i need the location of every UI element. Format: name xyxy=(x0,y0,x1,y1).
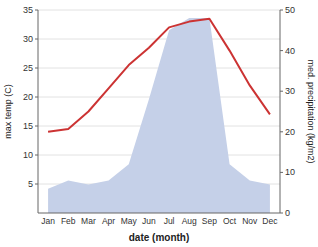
y-axis-title: max temp (C) xyxy=(3,84,13,139)
line xyxy=(48,19,270,132)
y2-tick-label: 50 xyxy=(285,5,295,15)
y-tick xyxy=(35,155,38,156)
x-tick-label: Jun xyxy=(142,216,156,226)
y-tick-label: 25 xyxy=(23,63,33,73)
y2-tick-label: 30 xyxy=(285,86,295,96)
y-tick-label: 30 xyxy=(23,34,33,44)
y-tick-label: 5 xyxy=(28,179,33,189)
x-tick-label: Jul xyxy=(164,216,175,226)
y2-tick xyxy=(280,213,283,214)
y-tick-label: 35 xyxy=(23,5,33,15)
x-tick-label: Apr xyxy=(102,216,115,226)
y-tick xyxy=(35,97,38,98)
y2-tick xyxy=(280,10,283,11)
x-tick-label: Sep xyxy=(202,216,217,226)
y2-tick xyxy=(280,172,283,173)
x-axis-line xyxy=(38,213,280,214)
y-tick xyxy=(35,68,38,69)
y2-axis-title: med. precipitation (kg/m2) xyxy=(306,59,316,163)
y2-tick-label: 10 xyxy=(285,167,295,177)
x-axis-title: date (month) xyxy=(129,232,190,243)
axes: 5 10 15 20 25 30 35 0 10 20 30 40 50 Jan Feb Mar Apr May J… xyxy=(23,5,295,226)
area xyxy=(48,18,270,213)
y-tick xyxy=(35,126,38,127)
y-tick xyxy=(35,39,38,40)
y-tick-label: 10 xyxy=(23,150,33,160)
x-tick-label: Feb xyxy=(61,216,76,226)
y2-tick xyxy=(280,91,283,92)
x-tick-label: May xyxy=(121,216,138,226)
x-tick-label: Nov xyxy=(242,216,258,226)
y-tick xyxy=(35,184,38,185)
y2-tick-label: 40 xyxy=(285,46,295,56)
x-tick-label: Jan xyxy=(41,216,55,226)
y2-tick xyxy=(280,50,283,51)
y2-axis-line xyxy=(280,10,281,213)
plot-data xyxy=(48,18,270,213)
y-tick xyxy=(35,10,38,11)
y-tick-label: 20 xyxy=(23,92,33,102)
grid-line xyxy=(38,10,280,11)
y2-tick xyxy=(280,131,283,132)
chart-container: 5 10 15 20 25 30 35 0 10 20 30 40 50 Jan Feb Mar Apr May J… xyxy=(0,0,318,247)
y-axis-line xyxy=(38,10,39,213)
x-tick-label: Dec xyxy=(262,216,278,226)
y2-tick-label: 20 xyxy=(285,127,295,137)
x-tick-label: Oct xyxy=(223,216,237,226)
x-tick-label: Mar xyxy=(81,216,96,226)
chart: 5 10 15 20 25 30 35 0 10 20 30 40 50 Jan Feb Mar Apr May J… xyxy=(0,0,318,247)
y-tick-label: 15 xyxy=(23,121,33,131)
x-tick-label: Aug xyxy=(182,216,197,226)
y2-tick-label: 0 xyxy=(285,208,290,218)
